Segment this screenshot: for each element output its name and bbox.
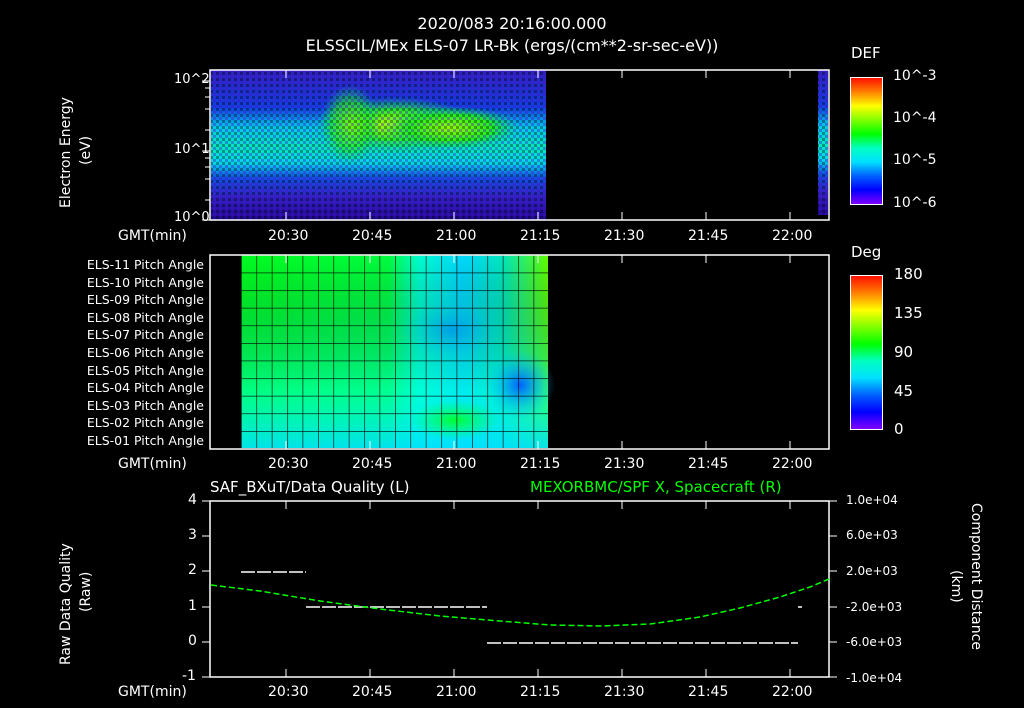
right-ytick: 1.0e+04	[846, 493, 898, 507]
pa-row-label: ELS-07 Pitch Angle	[86, 327, 204, 343]
pitch-angle-svg	[209, 254, 830, 450]
time-tick: 20:30	[268, 456, 309, 472]
time-tick: 21:00	[436, 684, 477, 700]
right-ytick: -6.0e+03	[846, 635, 903, 649]
panel1-title: ELSSCIL/MEx ELS-07 LR-Bk (ergs/(cm**2-sr…	[305, 36, 719, 55]
energy-ytick-10: 10^1	[174, 142, 210, 157]
time-tick: 20:30	[268, 228, 309, 244]
time-tick: 20:45	[352, 684, 393, 700]
energy-spectrogram-svg	[202, 69, 830, 221]
left-ytick: 1	[188, 598, 197, 614]
right-series-title: MEXORBMC/SPF X, Spacecraft (R)	[530, 478, 782, 496]
deg-colorbar-title: Deg	[851, 243, 882, 261]
time-tick: 21:00	[436, 228, 477, 244]
energy-yunit: (eV)	[78, 135, 94, 165]
energy-ytick-100: 10^2	[174, 72, 210, 87]
deg-tick: 45	[894, 382, 914, 400]
time-tick: 21:15	[520, 684, 561, 700]
time-tick: 22:00	[772, 228, 813, 244]
def-colorbar-title: DEF	[851, 44, 881, 62]
left-series-title: SAF_BXuT/Data Quality (L)	[210, 478, 410, 496]
time-tick: 20:30	[268, 684, 309, 700]
line-plot-svg	[202, 500, 837, 678]
left-ylabel: Raw Data Quality	[58, 543, 74, 665]
def-tick-1e-3: 10^-3	[893, 68, 937, 84]
time-tick: 21:30	[604, 456, 645, 472]
left-ytick: 2	[188, 562, 197, 578]
pa-row-label: ELS-10 Pitch Angle	[86, 274, 204, 290]
left-ytick: 0	[188, 633, 197, 649]
time-tick: 21:45	[688, 456, 729, 472]
time-tick: 21:45	[688, 684, 729, 700]
time-tick: 22:00	[772, 684, 813, 700]
time-tick: 21:15	[520, 456, 561, 472]
time-tick: 21:00	[436, 456, 477, 472]
pa-row-label: ELS-08 Pitch Angle	[86, 309, 204, 325]
pa-row-label: ELS-01 Pitch Angle	[86, 432, 204, 448]
pa-row-label: ELS-09 Pitch Angle	[86, 292, 204, 308]
plot-datetime: 2020/083 20:16:00.000	[417, 14, 607, 33]
time-tick: 21:15	[520, 228, 561, 244]
def-tick-1e-5: 10^-5	[893, 152, 937, 168]
pa-row-label: ELS-03 Pitch Angle	[86, 397, 204, 413]
right-ytick: 6.0e+03	[846, 528, 898, 542]
right-ytick: 2.0e+03	[846, 564, 898, 578]
time-tick: 22:00	[772, 456, 813, 472]
deg-tick: 90	[894, 343, 914, 361]
time-axis-label-1: GMT(min)	[118, 228, 187, 244]
time-tick: 20:45	[352, 456, 393, 472]
right-yunit: (km)	[948, 570, 964, 603]
time-tick: 21:30	[604, 228, 645, 244]
left-ytick: -1	[182, 668, 196, 684]
right-ytick: -1.0e+04	[846, 671, 903, 685]
deg-tick: 180	[894, 265, 923, 283]
pa-row-label: ELS-11 Pitch Angle	[86, 257, 204, 272]
energy-ylabel: Electron Energy	[58, 97, 74, 208]
time-axis-label-3: GMT(min)	[118, 684, 187, 700]
deg-colorbar	[850, 275, 883, 430]
left-yunit: (Raw)	[78, 571, 94, 612]
pa-row-label: ELS-06 Pitch Angle	[86, 344, 204, 360]
time-axis-label-2: GMT(min)	[118, 456, 187, 472]
pitch-angle-row-labels: ELS-11 Pitch Angle ELS-10 Pitch Angle EL…	[62, 256, 204, 450]
left-ytick: 4	[188, 492, 197, 508]
pa-row-label: ELS-05 Pitch Angle	[86, 362, 204, 378]
pa-row-label: ELS-02 Pitch Angle	[86, 415, 204, 431]
right-ytick: -2.0e+03	[846, 600, 903, 614]
def-tick-1e-4: 10^-4	[893, 110, 937, 126]
time-tick: 20:45	[352, 228, 393, 244]
right-ylabel: Component Distance	[968, 503, 984, 650]
left-ytick: 3	[188, 527, 197, 543]
def-tick-1e-6: 10^-6	[893, 195, 937, 211]
energy-ytick-1: 10^0	[174, 210, 210, 225]
deg-tick: 0	[894, 420, 904, 438]
deg-tick: 135	[894, 304, 923, 322]
def-colorbar	[850, 77, 883, 205]
time-tick: 21:45	[688, 228, 729, 244]
pa-row-label: ELS-04 Pitch Angle	[86, 380, 204, 396]
time-tick: 21:30	[604, 684, 645, 700]
